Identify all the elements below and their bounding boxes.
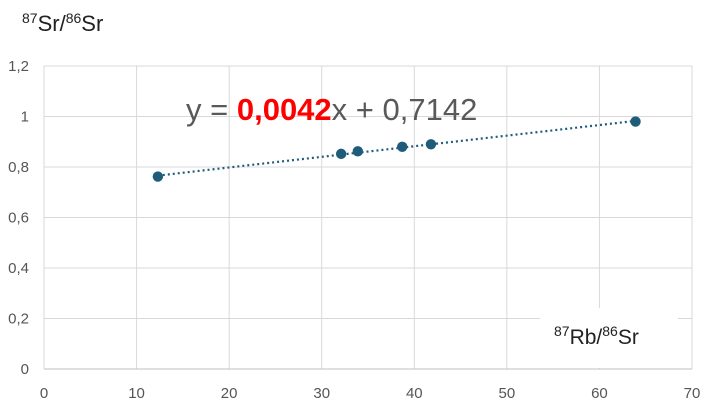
x-tick-label: 70	[684, 385, 701, 402]
y-tick-label: 0,6	[8, 210, 29, 227]
y-tick-label: 1	[21, 109, 29, 126]
x-tick-label: 0	[40, 385, 48, 402]
equation-slope: 0,0042	[237, 92, 332, 127]
y-tick-label: 0	[21, 361, 29, 378]
x-tick-label: 20	[221, 385, 238, 402]
x-tick-labels: 0 10 20 30 40 50 60 70	[40, 385, 701, 402]
x-tick-label: 40	[406, 385, 423, 402]
x-axis-label: 87Rb/86Sr	[554, 323, 639, 349]
data-point	[425, 139, 437, 150]
y-tick-label: 0,2	[8, 311, 29, 328]
trendline	[157, 119, 636, 177]
trendline-path	[157, 119, 636, 177]
y-tick-label: 1,2	[8, 58, 29, 75]
data-point	[335, 148, 347, 160]
x-tick-label: 50	[499, 385, 516, 402]
x-tick-label: 30	[313, 385, 330, 402]
plot-area-frame	[43, 66, 692, 370]
data-point	[152, 171, 164, 182]
data-point	[397, 141, 408, 152]
trendline-equation: y = 0,0042x + 0,7142	[186, 92, 477, 127]
x-tick-label: 10	[128, 385, 145, 402]
data-points	[152, 116, 641, 182]
y-tick-labels: 0 0,2 0,4 0,6 0,8 1 1,2	[8, 58, 29, 378]
grid-lines	[44, 65, 693, 369]
data-point	[352, 146, 364, 157]
y-tick-label: 0,8	[8, 159, 29, 176]
x-axis-label-box	[540, 308, 678, 368]
y-tick-label: 0,4	[8, 260, 29, 277]
y-axis-label: 87Sr/86Sr	[22, 10, 103, 36]
x-tick-label: 60	[591, 385, 608, 402]
data-point	[630, 116, 641, 127]
